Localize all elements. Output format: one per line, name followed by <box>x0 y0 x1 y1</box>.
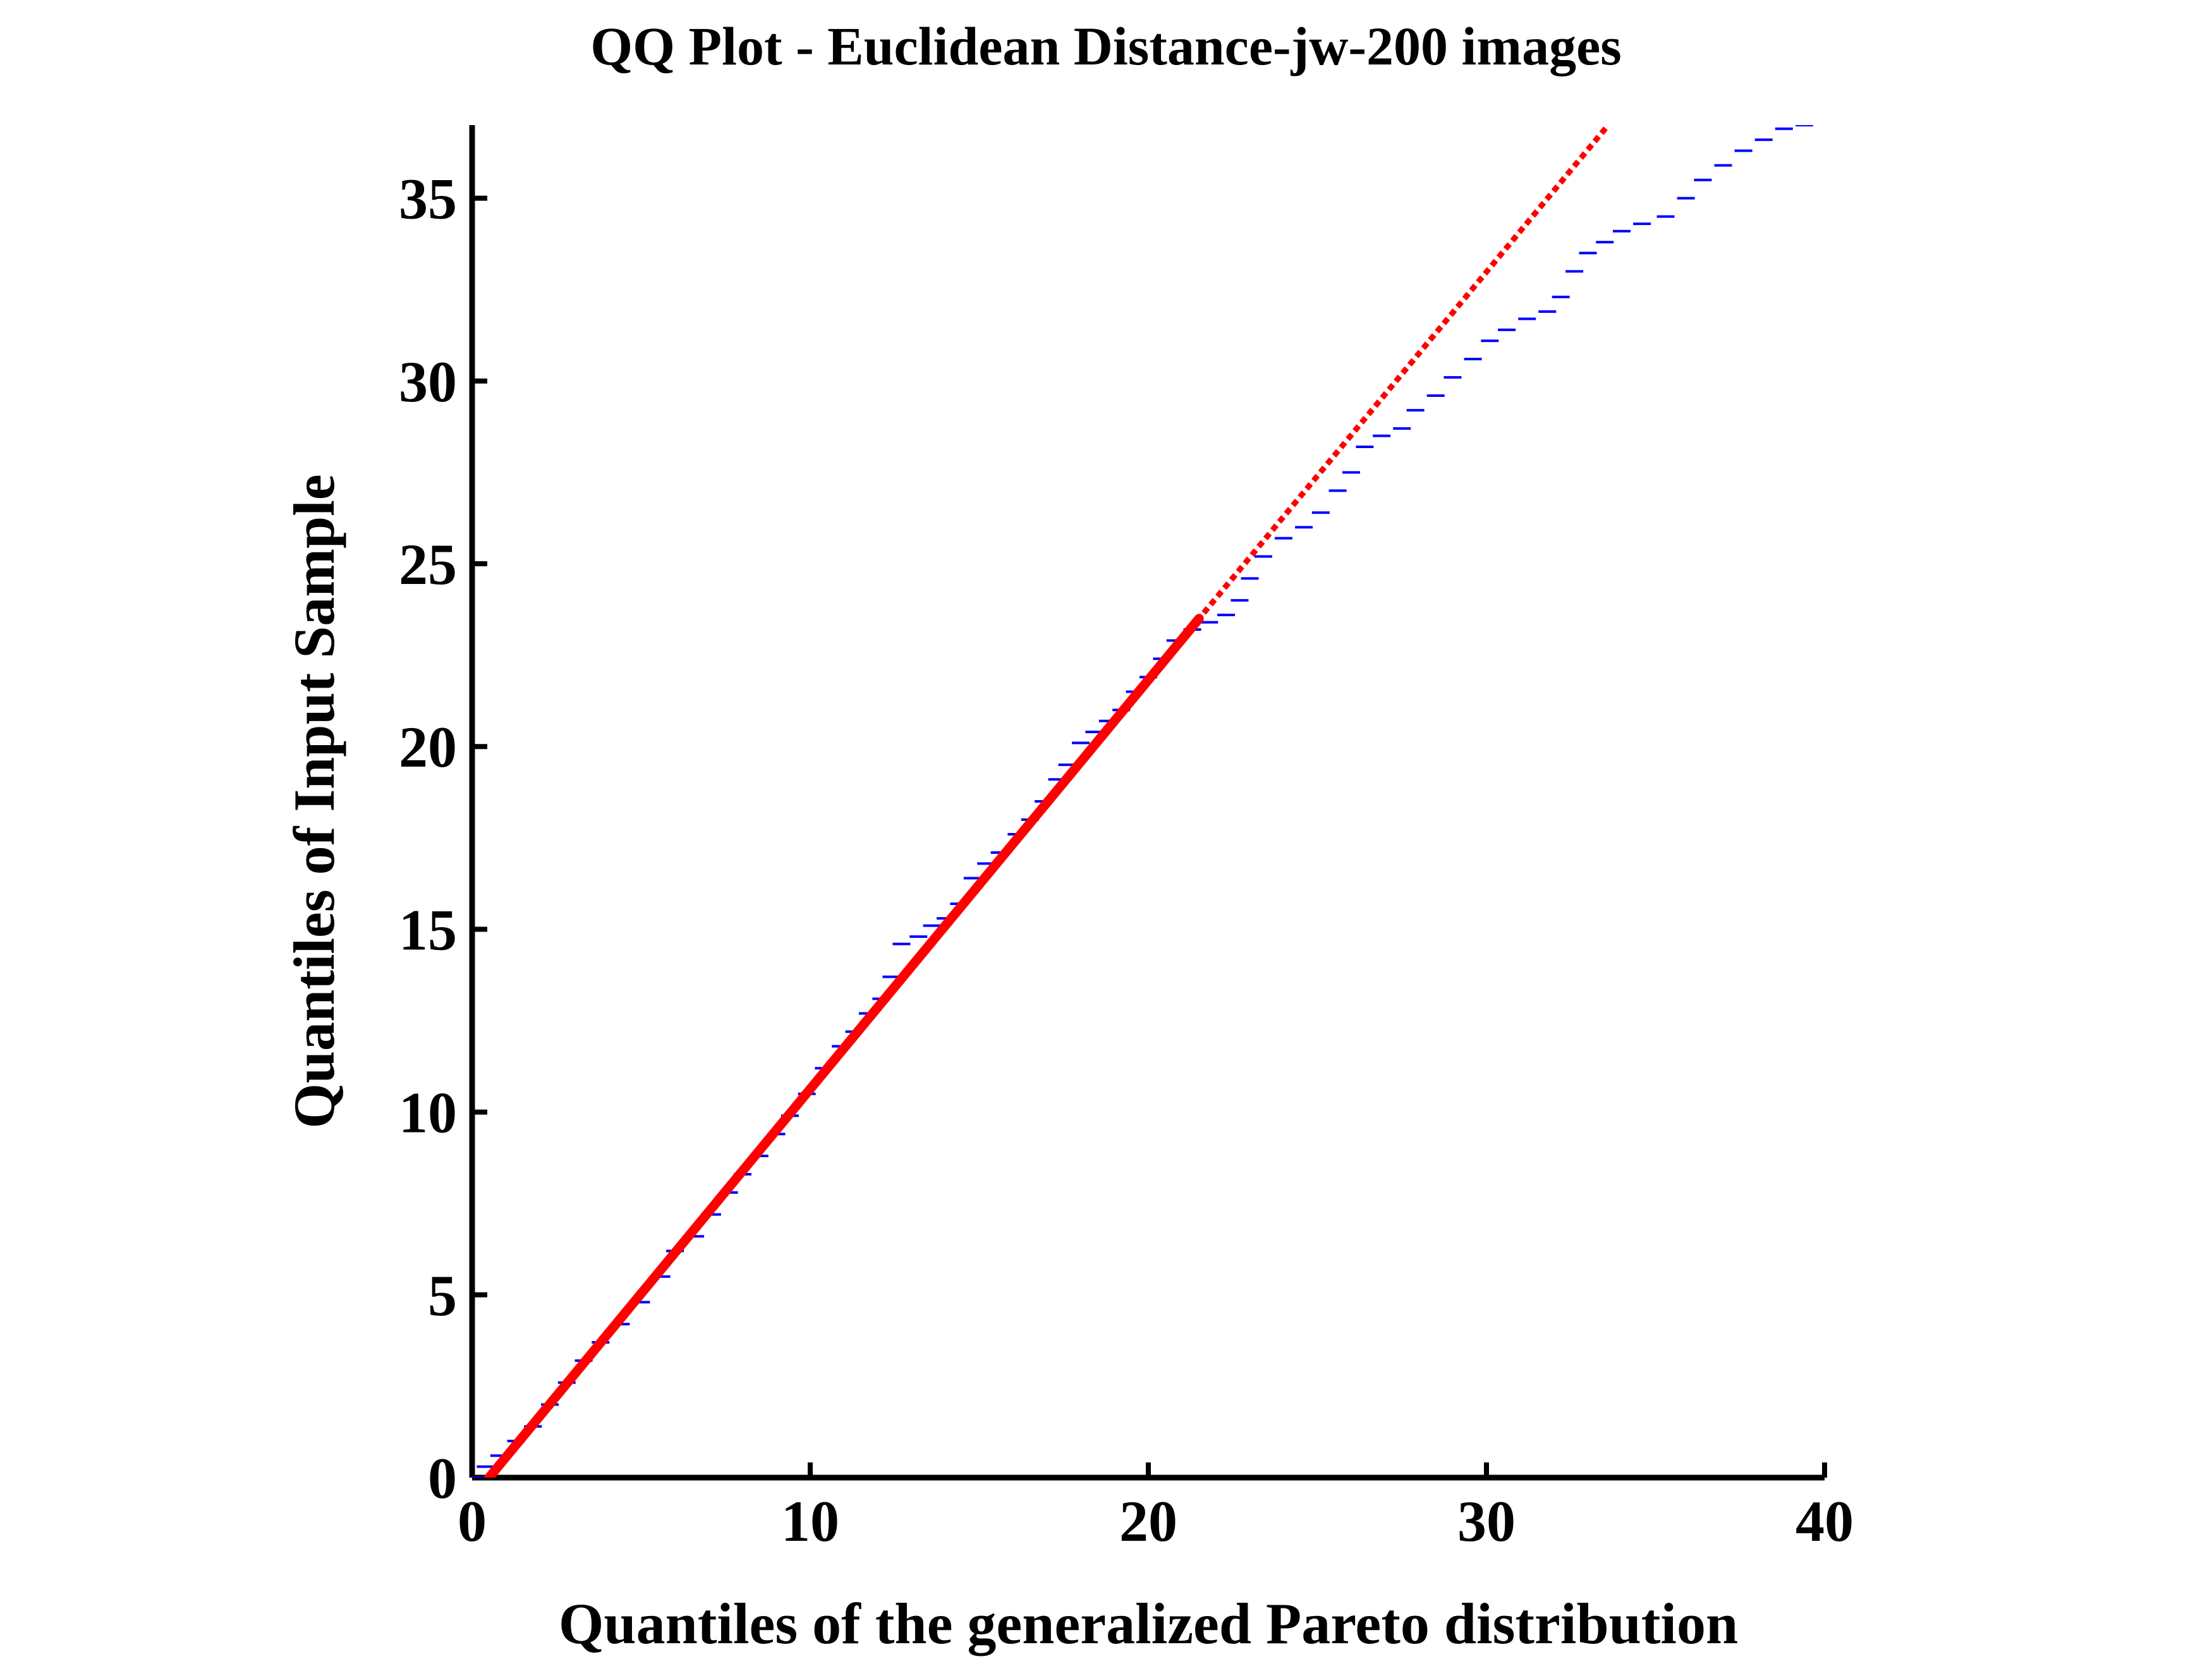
y-tick-label: 10 <box>399 1081 457 1145</box>
x-tick-label: 20 <box>1119 1489 1177 1553</box>
y-tick-label: 15 <box>399 897 457 962</box>
y-tick-label: 25 <box>399 532 457 597</box>
x-tick-label: 30 <box>1457 1489 1516 1553</box>
y-tick-label: 35 <box>399 167 457 231</box>
x-tick-label: 0 <box>458 1489 487 1553</box>
plot-area <box>472 125 1813 1478</box>
y-tick-label: 20 <box>399 715 457 779</box>
y-axis-label: Quantiles of Input Sample <box>282 474 346 1128</box>
x-ticks: 0 10 20 30 40 <box>458 1462 1854 1553</box>
chart-title: QQ Plot - Euclidean Distance-jw-200 imag… <box>590 16 1621 76</box>
y-tick-label: 5 <box>428 1263 457 1328</box>
y-tick-label: 30 <box>399 349 457 414</box>
y-tick-label: 0 <box>428 1446 457 1510</box>
x-tick-label: 10 <box>781 1489 839 1553</box>
x-tick-label: 40 <box>1796 1489 1854 1553</box>
axes <box>469 125 1825 1481</box>
x-axis-label: Quantiles of the generalized Pareto dist… <box>559 1591 1738 1656</box>
reference-line-extrapolated <box>485 125 1611 1478</box>
